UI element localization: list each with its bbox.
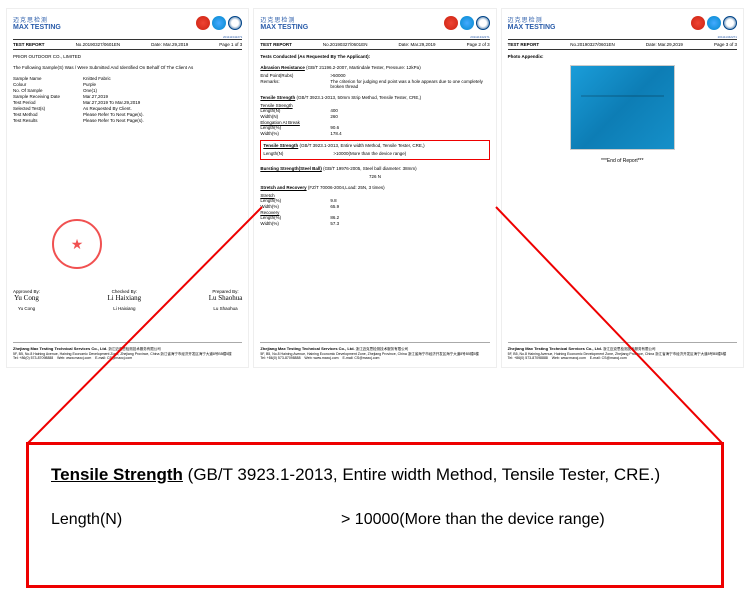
cma-badge-icon — [444, 16, 458, 30]
callout-key: Length(N) — [51, 511, 341, 529]
page-header: 迈克思检测 MAX TESTING — [13, 15, 242, 31]
brand-cn: 迈克思检测 — [13, 15, 61, 24]
cma-badge-icon — [196, 16, 210, 30]
signatures-row: Approved By:Yu CongYu Cong Checked By:Li… — [13, 289, 242, 311]
page-indicator: Page 1 of 3 — [219, 42, 242, 47]
cert-badges — [196, 16, 242, 30]
tests-conducted-title: Tests Conducted (As Requested By The App… — [260, 54, 489, 59]
ilac-badge-icon — [707, 16, 721, 30]
client-name: PRIOR OUTDOOR CO., LIMITED — [13, 54, 242, 59]
official-stamp-icon: ★ — [52, 219, 102, 269]
report-page-1: 迈克思检测 MAX TESTING 201111342271 TEST REPO… — [6, 8, 249, 368]
cnas-badge-icon — [228, 16, 242, 30]
report-meta-row: TEST REPORT No.20190327/0601EN Date: Mar… — [13, 39, 242, 50]
star-icon: ★ — [71, 236, 84, 253]
intro-text: The Following Sample(S) Was / Were Submi… — [13, 65, 242, 70]
report-page-3: 迈克思检测MAX TESTING 201111342271 TEST REPOR… — [501, 8, 744, 368]
ilac-badge-icon — [212, 16, 226, 30]
page-footer: Zhejiang Max Testing Technical Services … — [13, 342, 242, 361]
end-of-report: ***End of Report*** — [508, 158, 737, 164]
sample-photo — [570, 65, 675, 150]
cma-badge-icon — [691, 16, 705, 30]
report-page-2: 迈克思检测MAX TESTING 201111342271 TEST REPOR… — [253, 8, 496, 368]
ilac-badge-icon — [460, 16, 474, 30]
photo-appendix-title: Photo Appendix: — [508, 54, 737, 59]
callout-row: Length(N) > 10000(More than the device r… — [51, 511, 699, 529]
highlighted-tensile-box: Tensile Strength (GB/T 3923.1-2013, Enti… — [260, 140, 489, 160]
cnas-badge-icon — [723, 16, 737, 30]
report-title: TEST REPORT — [13, 42, 45, 47]
callout-heading: Tensile Strength (GB/T 3923.1-2013, Enti… — [51, 465, 699, 485]
callout-value: > 10000(More than the device range) — [341, 511, 605, 529]
highlight-callout: Tensile Strength (GB/T 3923.1-2013, Enti… — [26, 442, 724, 588]
cnas-badge-icon — [476, 16, 490, 30]
brand-en: MAX TESTING — [13, 24, 61, 31]
